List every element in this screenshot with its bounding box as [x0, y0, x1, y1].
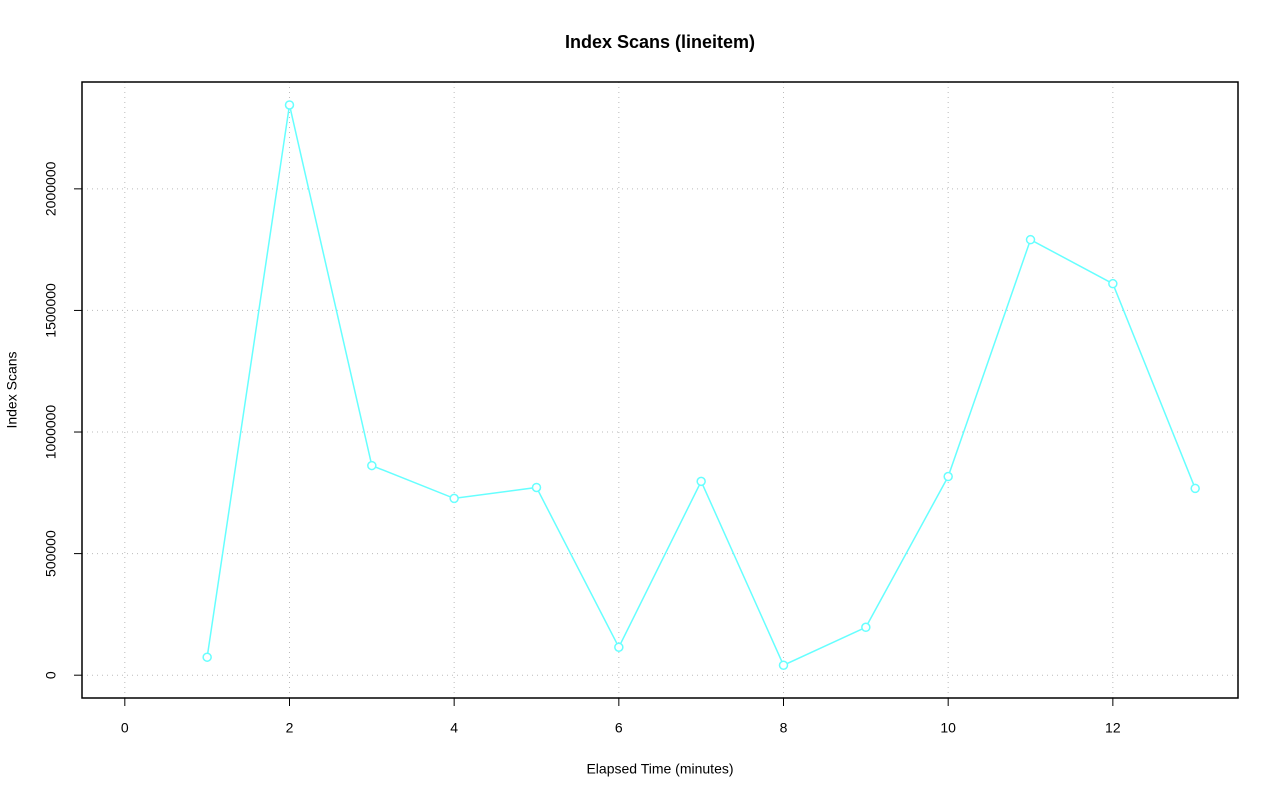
x-tick-label: 2	[286, 720, 294, 736]
y-axis-label: Index Scans	[4, 351, 20, 428]
y-tick-label: 0	[43, 671, 59, 679]
data-point	[778, 660, 789, 670]
data-point	[1190, 483, 1200, 494]
data-point	[943, 471, 953, 482]
y-tick-label: 1000000	[43, 405, 59, 460]
data-point	[1108, 278, 1118, 289]
x-tick-label: 6	[615, 720, 623, 736]
data-point	[531, 482, 542, 493]
data-point	[614, 642, 624, 652]
chart-title: Index Scans (lineitem)	[565, 32, 755, 52]
x-tick-label: 12	[1105, 720, 1121, 736]
plot-frame	[81, 81, 1239, 699]
y-tick-label: 2000000	[43, 161, 59, 216]
x-axis-label: Elapsed Time (minutes)	[586, 761, 733, 777]
data-point	[367, 460, 377, 471]
x-tick-label: 10	[940, 720, 956, 736]
x-tick-label: 8	[780, 720, 788, 736]
y-tick-label: 1500000	[43, 283, 59, 338]
data-point	[1025, 234, 1036, 245]
data-point	[861, 622, 871, 633]
x-tick-label: 4	[450, 720, 458, 736]
data-point	[449, 493, 459, 504]
data-point	[284, 100, 295, 110]
series-line	[206, 104, 1196, 667]
data-point	[202, 652, 212, 662]
data-point	[696, 476, 706, 487]
x-tick-label: 0	[121, 720, 129, 736]
y-tick-label: 500000	[43, 530, 59, 577]
